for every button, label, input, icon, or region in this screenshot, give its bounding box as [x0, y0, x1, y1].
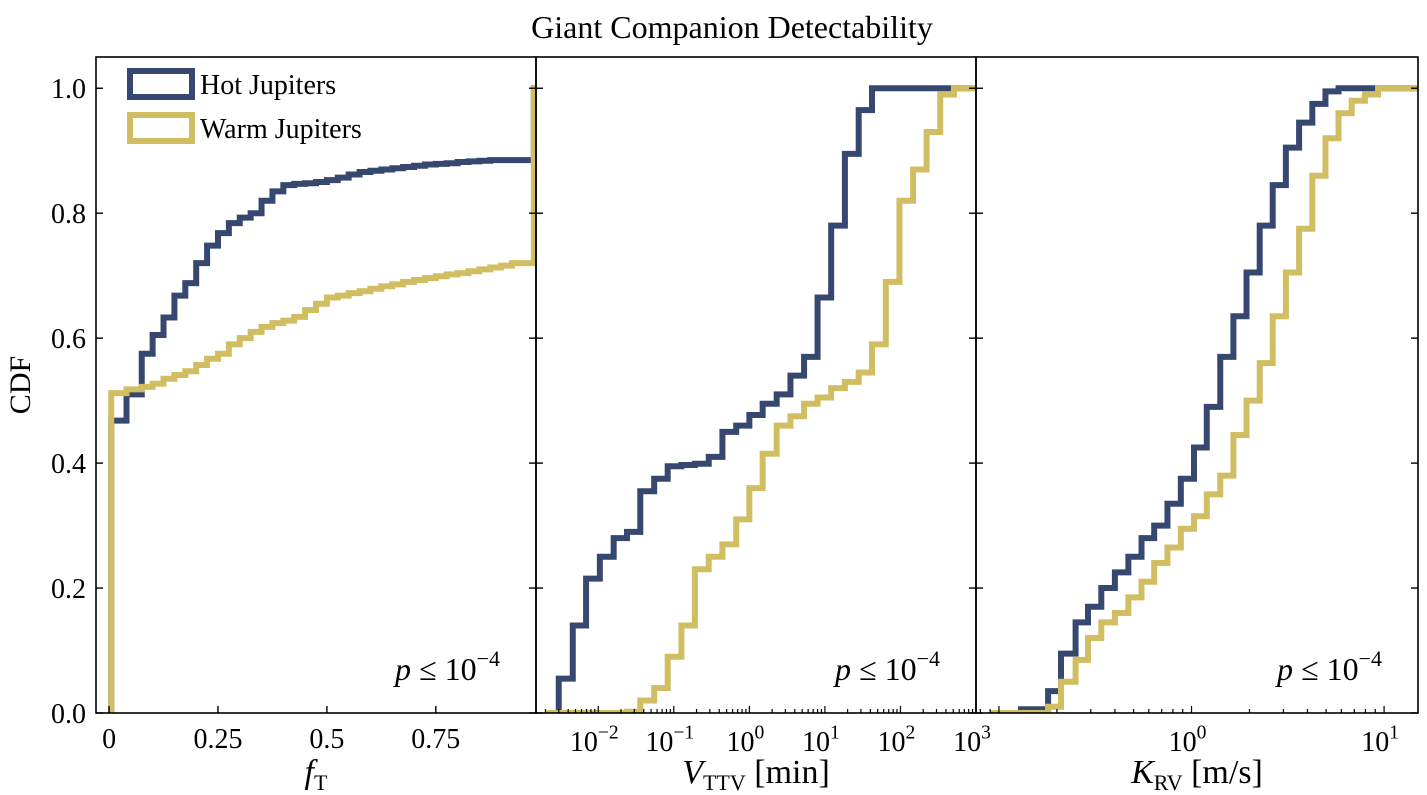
x-tick-label: 0	[102, 724, 116, 755]
x-tick-label: 10−1	[645, 722, 694, 758]
y-axis-label: CDF	[4, 356, 37, 414]
x-axis-label: fT	[305, 754, 328, 795]
p-value-annotation: p ≤ 10−4	[833, 646, 940, 687]
x-tick-label: 10−2	[570, 722, 619, 758]
y-tick-label: 0.2	[51, 574, 86, 605]
y-tick-label: 0.6	[51, 324, 86, 355]
x-tick-label: 100	[726, 722, 764, 758]
x-tick-label: 0.25	[193, 724, 242, 755]
x-tick-label: 0.75	[411, 724, 460, 755]
x-tick-label: 100	[1169, 722, 1207, 758]
cdf-line-hot	[545, 85, 976, 713]
x-tick-label: 0.5	[309, 724, 344, 755]
panel-krv: 100 101 KRV [m/s] p ≤ 10−4	[975, 56, 1419, 795]
x-axis-label: VTTV [min]	[682, 754, 830, 795]
legend: Hot Jupiters Warm Jupiters	[127, 68, 362, 145]
figure-title: Giant Companion Detectability	[531, 9, 933, 45]
legend-swatch	[127, 112, 195, 144]
x-axis-label: KRV [m/s]	[1130, 754, 1263, 795]
legend-swatch	[127, 68, 195, 100]
legend-label: Warm Jupiters	[200, 114, 362, 145]
axes-frame	[535, 56, 977, 714]
cdf-line-hot	[990, 85, 1418, 713]
cdf-line-hot	[108, 85, 536, 713]
y-tick-label: 0.0	[51, 699, 86, 730]
p-value-annotation: p ≤ 10−4	[393, 646, 500, 687]
cdf-line-warm	[990, 85, 1418, 713]
panel-ft: 0 0.25 0.5 0.75 fT p ≤ 10−4	[95, 56, 537, 795]
y-tick-label: 0.8	[51, 199, 86, 230]
y-tick-label: 0.4	[51, 449, 86, 480]
y-tick-labels: 0.0 0.2 0.4 0.6 0.8 1.0	[51, 74, 86, 730]
cdf-line-warm	[108, 85, 536, 713]
x-tick-label: 101	[802, 722, 840, 758]
x-tick-label: 101	[1361, 722, 1399, 758]
axes-frame	[975, 56, 1419, 714]
panel-vttv: 10−2 10−1 100 101 102 103 VTTV [min] p ≤ 10−4	[535, 56, 991, 795]
y-tick-label: 1.0	[51, 74, 86, 105]
x-tick-label: 103	[953, 722, 991, 758]
p-value-annotation: p ≤ 10−4	[1275, 646, 1382, 687]
x-tick-label: 102	[878, 722, 916, 758]
legend-label: Hot Jupiters	[200, 70, 336, 101]
cdf-line-warm	[545, 85, 976, 713]
